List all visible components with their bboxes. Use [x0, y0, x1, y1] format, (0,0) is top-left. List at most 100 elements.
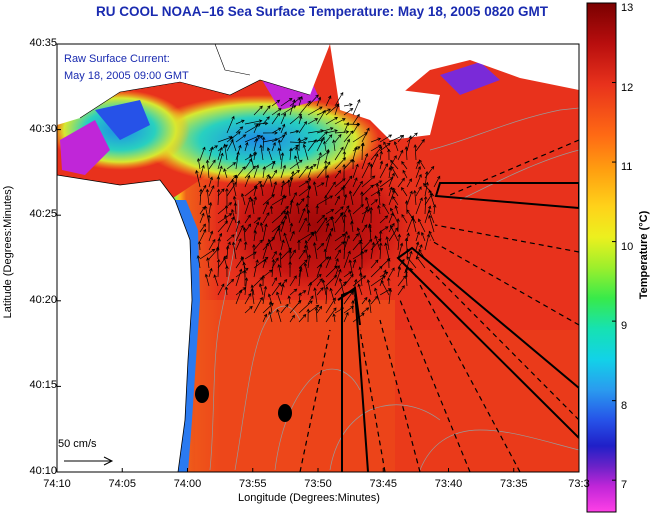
current-vector [199, 212, 205, 224]
current-vector [280, 164, 286, 179]
current-vector [243, 269, 247, 287]
current-vector [231, 241, 237, 260]
current-vector [259, 183, 264, 197]
current-vector [361, 296, 368, 305]
current-vector [199, 164, 205, 179]
current-vector [280, 131, 287, 143]
current-vector [325, 134, 333, 143]
current-vector [307, 184, 312, 197]
current-vector [316, 195, 334, 206]
current-vector [321, 279, 327, 296]
current-vector [242, 227, 247, 242]
current-vector [253, 239, 263, 251]
current-vector [244, 186, 258, 197]
current-vector [289, 288, 298, 296]
colorbar-tick-label: 10 [621, 240, 634, 253]
current-vector [401, 213, 408, 224]
current-vector [223, 143, 228, 161]
current-vector [389, 224, 399, 242]
colorbar-tick-label: 11 [621, 161, 633, 174]
current-vector [370, 188, 384, 197]
current-vector [262, 105, 271, 116]
current-vector [415, 241, 420, 251]
current-vector [307, 222, 311, 233]
current-vector [253, 230, 257, 242]
current-vector [352, 249, 368, 260]
current-vector [216, 258, 221, 278]
current-vector [199, 248, 216, 260]
current-vector [423, 182, 435, 197]
x-tick-label: 73:55 [238, 478, 267, 490]
current-vector [253, 276, 264, 287]
current-vector [334, 91, 344, 107]
current-vector [361, 238, 373, 251]
current-vector [271, 112, 280, 125]
current-vector [392, 187, 399, 197]
current-vector [388, 227, 398, 242]
current-vector [378, 242, 383, 260]
current-vector [432, 203, 437, 215]
current-vector [289, 170, 295, 188]
current-vector [267, 238, 273, 251]
bathymetry-contours [209, 107, 579, 471]
current-vector [199, 188, 203, 206]
radar-sectors [299, 139, 579, 472]
current-vector [280, 215, 288, 233]
current-vector [325, 222, 330, 233]
current-vector [226, 216, 235, 233]
colorbar-tick-label: 12 [621, 81, 634, 94]
current-vector [369, 206, 373, 224]
current-vector [361, 175, 376, 188]
current-vector [253, 123, 259, 134]
current-vector [289, 222, 294, 233]
current-vector [217, 283, 225, 296]
current-vector [382, 203, 390, 215]
current-vector [370, 180, 383, 188]
current-vector [334, 264, 340, 278]
current-vector [307, 281, 313, 296]
current-vector [418, 159, 426, 170]
current-vector [277, 227, 282, 242]
x-tick-label: 73:50 [304, 478, 332, 490]
current-vector [374, 287, 381, 305]
current-vector [316, 217, 328, 233]
current-vector [343, 240, 347, 260]
current-vector [343, 305, 354, 314]
current-vector [334, 169, 342, 179]
current-vector [360, 191, 364, 206]
current-vector [280, 194, 286, 206]
current-vector [379, 150, 383, 161]
current-vector [253, 137, 259, 152]
current-vector [316, 278, 323, 287]
current-vector [404, 237, 409, 251]
current-vector [262, 258, 267, 269]
current-vector [262, 285, 268, 305]
current-vector [253, 196, 257, 206]
x-tick-label: 73:40 [434, 478, 463, 490]
current-vector [283, 232, 291, 251]
current-vector [235, 151, 240, 170]
current-vector [199, 146, 206, 161]
current-vector [269, 205, 274, 215]
current-vector [289, 140, 307, 145]
current-vector [250, 198, 255, 215]
current-vector [206, 257, 210, 269]
colorbar [586, 2, 617, 513]
current-vector [224, 286, 229, 296]
current-vector [343, 103, 353, 107]
current-vector [379, 134, 393, 143]
current-vector [307, 273, 322, 287]
x-tick-label: 74:00 [173, 478, 202, 490]
current-vector [428, 209, 435, 224]
current-vector [325, 232, 332, 251]
current-vector [370, 241, 376, 260]
current-vector [235, 224, 244, 242]
current-vector [352, 180, 363, 197]
current-vector [324, 159, 328, 179]
current-vector [295, 202, 300, 215]
current-vector [280, 239, 285, 251]
current-vector [428, 230, 435, 242]
current-vector [316, 287, 324, 296]
current-vectors [195, 91, 441, 323]
current-vector [280, 152, 285, 170]
